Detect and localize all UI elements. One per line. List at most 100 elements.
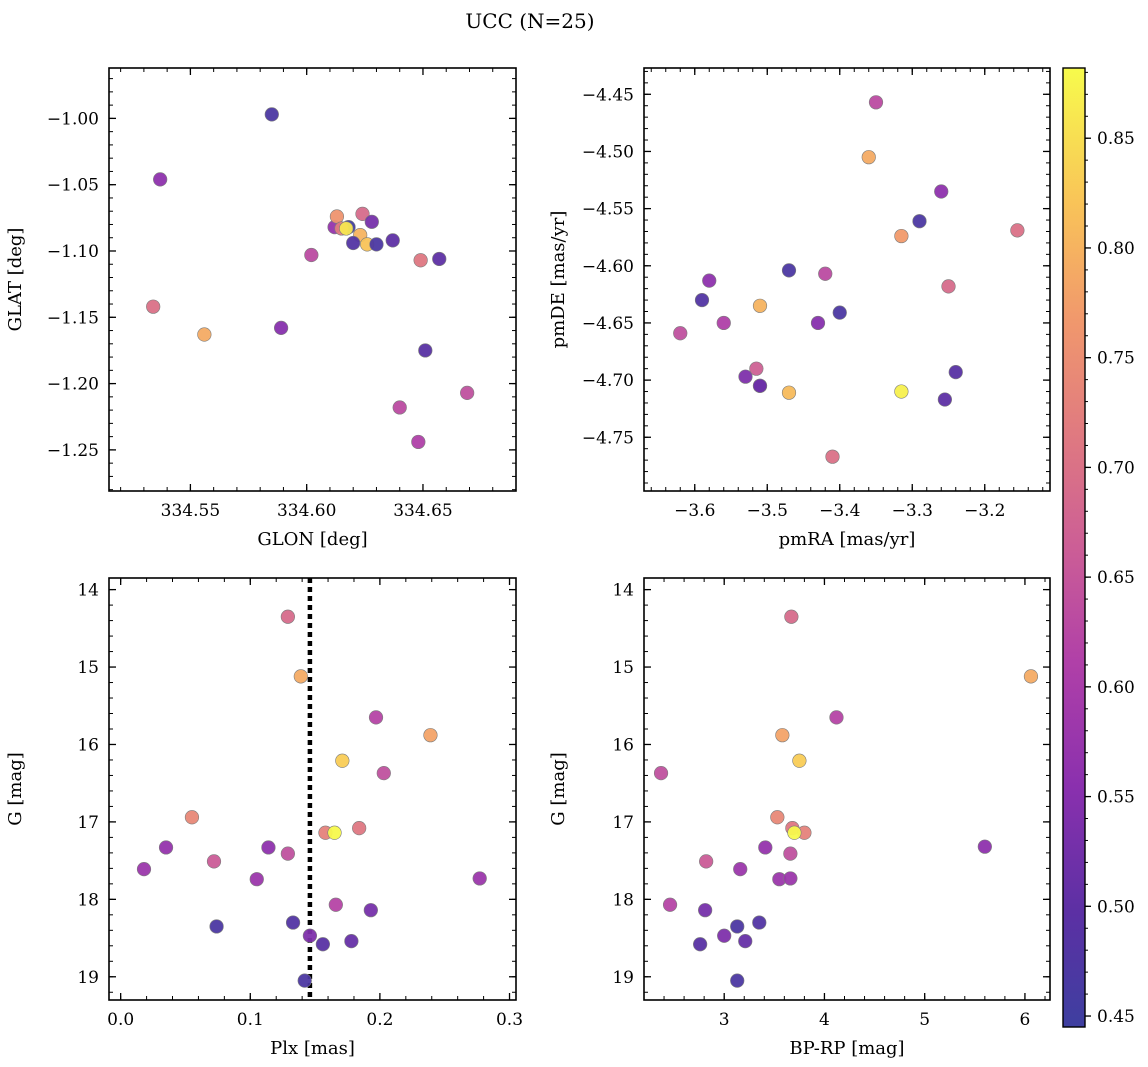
x-tick-label: 334.60 (277, 501, 336, 521)
scatter-point (730, 919, 745, 934)
scatter-point (369, 237, 384, 252)
scatter-point (894, 384, 909, 399)
scatter-point (977, 839, 992, 854)
scatter-point (787, 825, 802, 840)
colorbar-bar (1062, 67, 1086, 1028)
scatter-point (752, 298, 768, 313)
y-tick-label: 14 (77, 581, 99, 601)
x-axis-label: GLON [deg] (257, 529, 367, 550)
scatter-point (355, 206, 370, 221)
scatter-point (752, 915, 767, 930)
scatter-point (832, 305, 847, 320)
x-tick-label: 0.3 (496, 1010, 523, 1030)
x-tick-label: 0.1 (237, 1010, 264, 1030)
panels: 334.55 334.60 334.65 −1.00 −1.05 −1.10 −1.15 −1… (5, 67, 1051, 1059)
y-tick-label: 18 (77, 890, 99, 910)
colorbar-tick-label: 0.70 (1097, 458, 1135, 478)
scatter-point (694, 292, 710, 308)
scatter-point (698, 903, 713, 918)
colorbar-tick-label: 0.55 (1097, 788, 1135, 808)
x-tick-label: −3.4 (819, 501, 860, 521)
scatter-point (472, 871, 487, 886)
scatter-point (693, 937, 708, 952)
scatter-panel-1: 334.55 334.60 334.65 −1.00 −1.05 −1.10 −1.15 −1… (5, 67, 517, 550)
scatter-point (413, 253, 428, 268)
colorbar-tick-label: 0.50 (1097, 897, 1135, 917)
y-tick-label: 16 (612, 735, 634, 755)
y-axis-label: GLAT [deg] (5, 228, 26, 332)
axes-frame (643, 67, 1051, 492)
scatter-point (249, 872, 264, 887)
scatter-point (738, 934, 753, 949)
scatter-point (261, 840, 276, 855)
y-tick-label: −1.20 (47, 375, 99, 395)
y-tick-label: 19 (612, 968, 634, 988)
scatter-point (302, 928, 318, 943)
y-tick-label: −1.15 (47, 308, 99, 328)
scatter-point (315, 937, 330, 952)
scatter-panel-4: 3 4 5 6 14 15 16 17 18 19 BP-RP [mag] G [mag] (548, 577, 1051, 1059)
scatter-point (716, 315, 731, 331)
scatter-point (662, 897, 678, 912)
scatter-point (385, 233, 400, 248)
y-tick-label: −4.75 (582, 428, 634, 448)
scatter-point (335, 753, 350, 768)
y-tick-label: 18 (612, 890, 634, 910)
scatter-point (653, 766, 669, 781)
scatter-point (197, 327, 212, 342)
scatter-point (304, 247, 319, 263)
scatter-panel-3: 0.0 0.1 0.2 0.3 14 15 16 17 18 19 Plx [mas] G [mag] (5, 577, 523, 1059)
y-tick-label: −4.45 (582, 85, 634, 105)
scatter-point (738, 369, 753, 384)
scatter-panel-2: −3.6 −3.5 −3.4 −3.3 −3.2 −4.45 −4.50 −4.55 −4.60… (548, 67, 1051, 550)
scatter-point (1023, 669, 1039, 684)
y-tick-label: 15 (612, 658, 634, 678)
x-tick-label: 0.2 (366, 1010, 393, 1030)
x-tick-label: 334.55 (161, 501, 220, 521)
y-tick-label: −4.65 (582, 314, 634, 334)
y-tick-label: 15 (77, 658, 99, 678)
scatter-point (783, 846, 798, 861)
x-tick-label: −3.3 (892, 501, 933, 521)
scatter-point (209, 919, 224, 934)
x-tick-label: −3.5 (747, 501, 788, 521)
scatter-point (775, 728, 790, 743)
scatter-point (912, 214, 927, 229)
scatter-point (861, 150, 876, 165)
y-tick-label: 14 (612, 581, 634, 601)
scatter-point (783, 871, 798, 886)
colorbar-tick-label: 0.85 (1097, 129, 1135, 149)
scatter-point (153, 172, 168, 187)
scatter-point (941, 279, 956, 294)
x-tick-label: 3 (719, 1010, 730, 1030)
scatter-point (825, 449, 840, 464)
axes-frame (108, 67, 517, 492)
scatter-point (894, 228, 909, 244)
scatter-point (432, 251, 447, 267)
x-tick-label: −3.2 (964, 501, 1005, 521)
scatter-point (752, 378, 768, 393)
y-tick-label: −1.25 (47, 441, 99, 461)
colorbar-tick-label: 0.45 (1097, 1007, 1135, 1027)
scatter-point (758, 840, 773, 855)
scatter-point (781, 263, 797, 278)
scatter-point (699, 854, 714, 869)
scatter-point (327, 825, 342, 840)
scatter-point (339, 221, 354, 236)
scatter-point (749, 361, 764, 376)
scatter-point (460, 385, 475, 400)
colorbar-tick-label: 0.60 (1097, 678, 1135, 698)
x-axis-label: Plx [mas] (270, 1038, 355, 1059)
axes-frame (643, 577, 1051, 1001)
scatter-point (136, 862, 152, 877)
y-tick-label: −4.70 (582, 371, 634, 391)
scatter-point (810, 315, 826, 331)
scatter-point (717, 928, 732, 943)
scatter-point (146, 299, 161, 314)
y-axis-label: pmDE [mas/yr] (548, 211, 569, 349)
scatter-point (392, 400, 407, 415)
scatter-point (293, 669, 308, 684)
scatter-point (346, 235, 361, 251)
scatter-point (297, 973, 312, 988)
